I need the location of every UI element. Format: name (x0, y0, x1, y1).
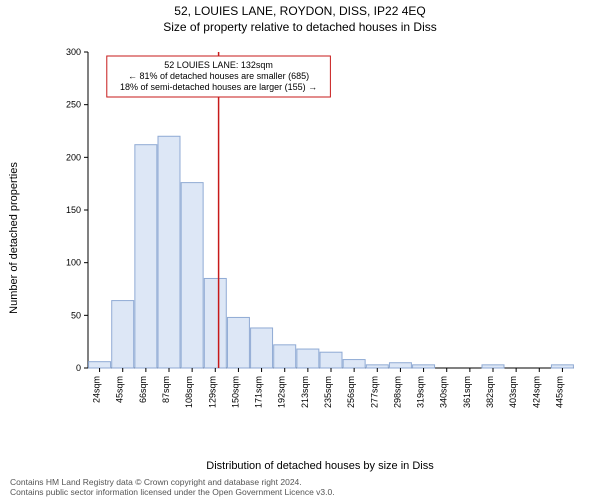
bar (343, 360, 365, 368)
svg-text:382sqm: 382sqm (485, 376, 495, 408)
title-block: 52, LOUIES LANE, ROYDON, DISS, IP22 4EQ … (0, 0, 600, 35)
bar (112, 301, 134, 368)
bar (551, 365, 573, 368)
svg-text:150: 150 (66, 205, 81, 215)
svg-text:150sqm: 150sqm (230, 376, 240, 408)
svg-text:361sqm: 361sqm (462, 376, 472, 408)
svg-text:0: 0 (76, 363, 81, 373)
svg-text:45sqm: 45sqm (115, 376, 125, 403)
svg-text:445sqm: 445sqm (554, 376, 564, 408)
svg-text:100: 100 (66, 258, 81, 268)
bar (204, 278, 226, 368)
svg-text:256sqm: 256sqm (346, 376, 356, 408)
svg-text:250: 250 (66, 100, 81, 110)
bar (227, 317, 249, 368)
bar (366, 365, 388, 368)
annotation-line: 18% of semi-detached houses are larger (… (120, 82, 317, 92)
bar (482, 365, 504, 368)
bar (320, 352, 342, 368)
annotation-line: 52 LOUIES LANE: 132sqm (164, 60, 273, 70)
svg-text:300: 300 (66, 48, 81, 57)
plot-area: 0 50 100 150 200 250 300 24sqm 45sqm 66sqm 87sqm 10… (60, 48, 580, 428)
bar (274, 345, 296, 368)
svg-text:66sqm: 66sqm (138, 376, 148, 403)
title-address: 52, LOUIES LANE, ROYDON, DISS, IP22 4EQ (0, 4, 600, 20)
svg-text:171sqm: 171sqm (254, 376, 264, 408)
bar (89, 362, 111, 368)
svg-text:87sqm: 87sqm (161, 376, 171, 403)
svg-text:298sqm: 298sqm (392, 376, 402, 408)
svg-text:340sqm: 340sqm (439, 376, 449, 408)
bar (135, 145, 157, 368)
chart-svg: 0 50 100 150 200 250 300 24sqm 45sqm 66sqm 87sqm 10… (60, 48, 580, 428)
x-axis-label: Distribution of detached houses by size … (60, 460, 580, 472)
svg-text:50: 50 (71, 310, 81, 320)
svg-text:235sqm: 235sqm (323, 376, 333, 408)
bar (181, 183, 203, 368)
title-description: Size of property relative to detached ho… (0, 20, 600, 36)
svg-text:24sqm: 24sqm (92, 376, 102, 403)
bar (158, 136, 180, 368)
y-axis-label: Number of detached properties (8, 48, 26, 428)
footer-line-2: Contains public sector information licen… (10, 488, 590, 498)
svg-text:424sqm: 424sqm (531, 376, 541, 408)
svg-text:213sqm: 213sqm (300, 376, 310, 408)
bar (297, 349, 319, 368)
annotation-line: ← 81% of detached houses are smaller (68… (128, 71, 309, 81)
svg-text:192sqm: 192sqm (277, 376, 287, 408)
footer-attribution: Contains HM Land Registry data © Crown c… (10, 478, 590, 498)
chart-container: 52, LOUIES LANE, ROYDON, DISS, IP22 4EQ … (0, 0, 600, 500)
bar (413, 365, 435, 368)
bar (389, 363, 411, 368)
svg-text:129sqm: 129sqm (207, 376, 217, 408)
svg-text:108sqm: 108sqm (184, 376, 194, 408)
svg-text:319sqm: 319sqm (416, 376, 426, 408)
svg-text:277sqm: 277sqm (369, 376, 379, 408)
svg-text:200: 200 (66, 152, 81, 162)
svg-text:403sqm: 403sqm (508, 376, 518, 408)
bar (251, 328, 273, 368)
